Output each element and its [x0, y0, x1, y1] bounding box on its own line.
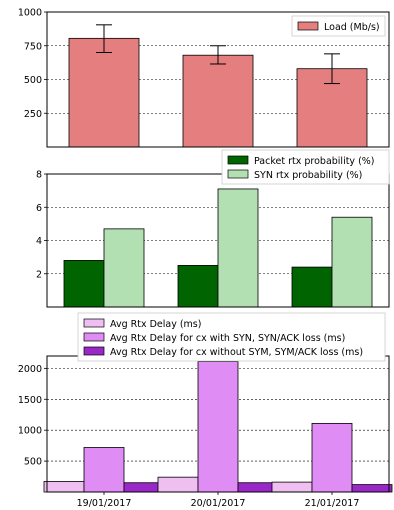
legend-box-0	[291, 15, 386, 37]
y-tick-label-0-0: 250	[24, 109, 42, 120]
y-tick-label-2-3: 2000	[18, 364, 42, 375]
bar-1-s1-c1	[217, 188, 259, 308]
bar-0-s0-c0	[68, 37, 140, 148]
y-tick-label-2-1: 1000	[18, 426, 42, 437]
legend-swatch-0-0	[297, 21, 319, 31]
legend-label-1-0: Packet rtx probability (%)	[254, 156, 375, 167]
y-tick-label-1-1: 4	[36, 236, 42, 247]
y-tick-label-1-0: 2	[36, 269, 42, 280]
legend-label-1-1: SYN rtx probability (%)	[254, 170, 362, 181]
bar-2-s0-c0	[43, 481, 85, 493]
legend-box-1	[221, 149, 390, 185]
bar-2-s0-c1	[157, 476, 199, 493]
y-tick-label-1-2: 6	[36, 203, 42, 214]
y-tick-label-0-2: 750	[24, 41, 42, 52]
bar-1-s1-c0	[103, 228, 145, 308]
y-tick-label-1-3: 8	[36, 170, 42, 181]
legend-label-2-2: Avg Rtx Delay for cx without SYM, SYM/AC…	[110, 347, 363, 358]
y-tick-label-0-3: 1000	[18, 8, 42, 19]
y-tick-label-0-1: 500	[24, 75, 42, 86]
legend-swatch-2-1	[83, 332, 105, 342]
bar-2-s0-c2	[271, 481, 313, 493]
x-tick-label-1: 20/01/2017	[191, 498, 246, 509]
bar-2-s1-c0	[83, 447, 125, 493]
bar-1-s0-c2	[291, 266, 333, 308]
legend-label-2-0: Avg Rtx Delay (ms)	[110, 319, 201, 330]
legend-box-2	[77, 312, 386, 362]
legend-swatch-1-0	[227, 155, 249, 165]
legend-label-2-1: Avg Rtx Delay for cx with SYN, SYN/ACK l…	[110, 333, 345, 344]
axes-frame-0	[46, 11, 390, 148]
bar-1-s0-c0	[63, 260, 105, 308]
bar-0-s0-c1	[182, 54, 254, 148]
y-tick-label-2-2: 1500	[18, 395, 42, 406]
legend-swatch-1-1	[227, 169, 249, 179]
legend-label-0-0: Load (Mb/s)	[324, 22, 380, 33]
bar-2-s2-c2	[351, 484, 393, 493]
legend-swatch-2-0	[83, 318, 105, 328]
x-tick-label-2: 21/01/2017	[305, 498, 360, 509]
x-tick-label-0: 19/01/2017	[77, 498, 132, 509]
bar-2-s1-c1	[197, 361, 239, 493]
axes-frame-1	[46, 173, 390, 308]
legend-swatch-2-2	[83, 346, 105, 356]
bar-1-s1-c2	[331, 216, 373, 308]
y-tick-label-2-0: 500	[24, 457, 42, 468]
bar-1-s0-c1	[177, 265, 219, 308]
bar-2-s1-c2	[311, 422, 353, 493]
